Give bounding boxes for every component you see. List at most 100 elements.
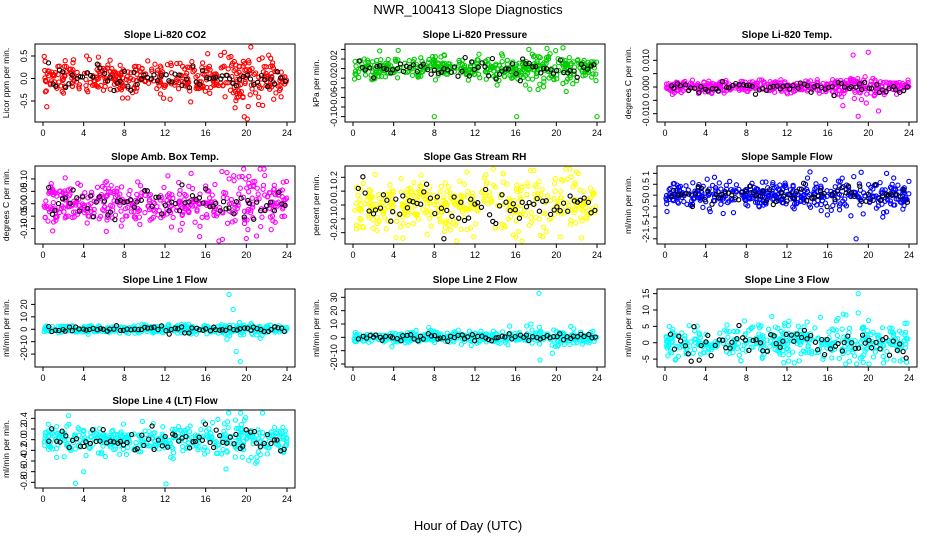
data-point xyxy=(62,175,68,181)
data-point xyxy=(577,187,583,193)
data-point xyxy=(880,360,887,366)
data-point xyxy=(371,75,377,81)
data-point xyxy=(259,214,265,220)
data-point xyxy=(590,71,596,77)
x-tick-label: 12 xyxy=(160,250,170,260)
data-point xyxy=(879,325,886,331)
data-point xyxy=(207,90,213,96)
y-tick-label: 0.5 xyxy=(641,178,651,191)
data-point xyxy=(212,181,218,188)
data-point xyxy=(277,77,283,84)
data-point xyxy=(70,57,77,63)
data-point xyxy=(204,75,210,81)
data-point xyxy=(259,55,265,61)
data-point xyxy=(108,75,114,81)
data-point xyxy=(513,71,519,77)
data-point xyxy=(50,199,56,206)
data-point xyxy=(864,91,870,97)
data-point xyxy=(361,56,367,62)
data-point xyxy=(356,74,362,81)
data-point xyxy=(121,68,128,74)
data-point xyxy=(483,76,489,82)
data-point xyxy=(381,65,387,72)
data-point xyxy=(112,212,119,218)
data-point xyxy=(86,56,93,63)
data-point xyxy=(839,175,845,181)
data-point xyxy=(880,353,886,360)
panel-y-axis-label: ml/min per min. xyxy=(1,420,11,478)
data-point xyxy=(523,204,530,210)
data-point xyxy=(765,326,772,332)
data-point xyxy=(411,56,417,62)
data-point xyxy=(186,84,193,91)
data-points xyxy=(663,290,911,367)
data-point xyxy=(435,70,442,76)
data-point xyxy=(61,209,67,215)
data-point xyxy=(839,326,845,332)
data-point xyxy=(441,194,447,201)
data-point xyxy=(525,76,531,82)
x-tick-label: 4 xyxy=(391,373,396,383)
x-tick-label: 4 xyxy=(391,128,396,138)
data-point xyxy=(62,84,69,91)
x-tick-label: 12 xyxy=(782,373,792,383)
x-tick-label: 20 xyxy=(241,373,251,383)
data-point xyxy=(400,193,406,199)
data-point xyxy=(183,76,189,82)
data-point xyxy=(834,332,841,339)
data-point xyxy=(457,178,463,185)
data-point xyxy=(578,235,585,241)
x-tick-label: 12 xyxy=(160,128,170,138)
data-point xyxy=(461,181,468,187)
data-point xyxy=(552,175,559,182)
x-tick-label: 8 xyxy=(122,373,127,383)
x-tick-label: 0 xyxy=(350,373,355,383)
data-point xyxy=(179,63,186,70)
data-point xyxy=(233,83,239,89)
data-point xyxy=(249,195,255,201)
plot-frame xyxy=(344,43,606,123)
data-point xyxy=(877,179,883,186)
data-point xyxy=(426,215,433,222)
data-point xyxy=(777,182,783,188)
data-point xyxy=(114,87,120,93)
data-point xyxy=(522,212,528,218)
data-point xyxy=(243,67,250,73)
data-point xyxy=(243,235,249,242)
data-point xyxy=(441,236,447,242)
data-point xyxy=(199,67,206,74)
data-point xyxy=(258,85,264,92)
data-point xyxy=(382,74,389,80)
data-point xyxy=(367,65,373,71)
data-point xyxy=(535,86,541,93)
data-point xyxy=(44,104,50,110)
data-point xyxy=(708,352,714,359)
data-point xyxy=(352,71,358,77)
data-point xyxy=(544,193,551,199)
y-tick-label: -0.5 xyxy=(19,93,29,109)
data-point xyxy=(277,82,283,89)
data-point xyxy=(791,360,797,366)
data-point xyxy=(84,70,91,76)
data-point xyxy=(394,75,401,81)
data-point xyxy=(707,208,713,215)
x-tick-label: 16 xyxy=(511,128,521,138)
data-point xyxy=(733,182,740,188)
data-point xyxy=(134,85,140,91)
x-tick-label: 16 xyxy=(201,250,211,260)
data-point xyxy=(118,184,125,190)
x-tick-label: 0 xyxy=(40,128,45,138)
data-point xyxy=(118,223,124,229)
data-point xyxy=(883,334,889,341)
data-point xyxy=(400,68,407,75)
data-point xyxy=(262,77,268,83)
data-point xyxy=(444,207,450,214)
plot-frame xyxy=(656,165,918,245)
data-point xyxy=(471,234,477,240)
data-point xyxy=(465,188,471,195)
panel-title: Slope Sample Flow xyxy=(741,152,832,163)
data-point xyxy=(409,208,415,214)
data-point xyxy=(424,204,430,210)
data-point xyxy=(557,188,564,195)
